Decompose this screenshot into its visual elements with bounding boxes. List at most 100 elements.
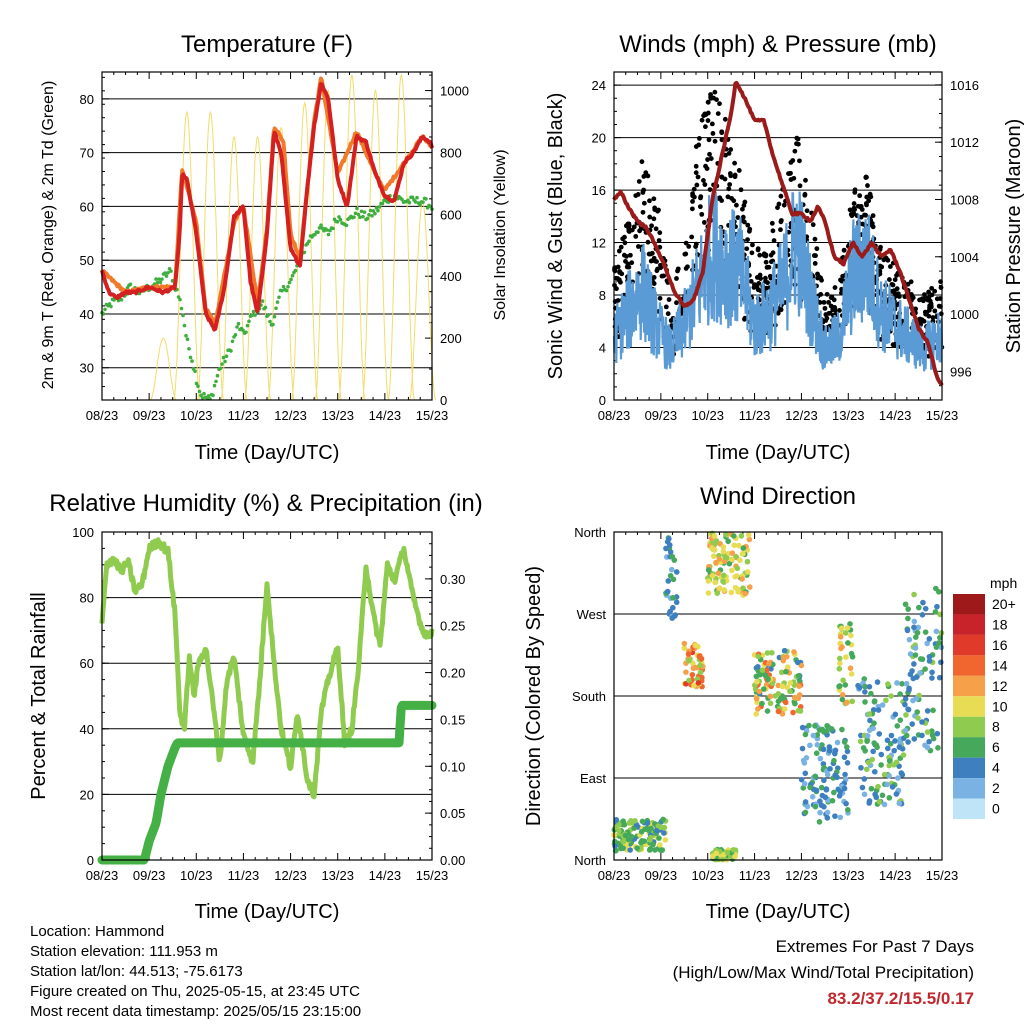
gust-point <box>696 136 702 141</box>
dewpoint-point <box>277 295 281 300</box>
direction-point <box>893 759 900 766</box>
gust-point <box>696 142 702 148</box>
dewpoint-point <box>263 305 268 310</box>
direction-point <box>862 683 868 690</box>
gust-point <box>701 113 707 119</box>
gust-point <box>758 276 764 281</box>
dewpoint-point <box>317 226 322 230</box>
direction-point <box>668 566 675 573</box>
direction-point <box>690 660 696 666</box>
dewpoint-point <box>164 274 169 278</box>
y-tick-label: 30 <box>80 361 94 376</box>
direction-point <box>841 785 848 792</box>
direction-point <box>791 649 797 655</box>
gust-point <box>778 219 784 225</box>
direction-point <box>938 659 944 666</box>
direction-point <box>616 822 622 828</box>
direction-point <box>924 744 931 751</box>
direction-point <box>936 674 943 681</box>
direction-point <box>695 680 702 686</box>
direction-point <box>837 683 843 689</box>
direction-point <box>907 651 914 657</box>
direction-point <box>888 693 894 699</box>
direction-point <box>720 578 726 585</box>
gust-point <box>858 214 864 220</box>
solar-curve <box>267 126 295 401</box>
dewpoint-point <box>157 277 161 281</box>
direction-point <box>929 732 936 739</box>
gust-point <box>701 178 706 183</box>
direction-point <box>903 712 909 718</box>
gust-point <box>618 244 624 250</box>
direction-point <box>920 599 926 606</box>
gust-point <box>804 208 810 214</box>
gust-point <box>742 316 747 322</box>
gust-point <box>746 228 752 234</box>
x-tick-label: 13/23 <box>832 868 865 883</box>
direction-point <box>911 624 917 631</box>
humidity-panel: Relative Humidity (%) & Precipitation (i… <box>28 490 483 923</box>
direction-point <box>827 765 833 772</box>
gust-point <box>750 242 755 248</box>
direction-point <box>847 621 853 627</box>
rh-line <box>99 537 435 800</box>
gust-point <box>763 259 769 265</box>
direction-point <box>911 736 918 742</box>
gust-point <box>770 250 776 256</box>
gust-point <box>635 192 641 197</box>
direction-point <box>849 653 856 660</box>
gust-point <box>617 270 622 275</box>
direction-point <box>916 604 922 611</box>
y-right-tick-label: 1008 <box>950 192 979 207</box>
direction-point <box>823 787 830 793</box>
direction-point <box>667 549 674 555</box>
direction-point <box>663 545 669 552</box>
gust-point <box>710 131 716 136</box>
direction-point <box>740 545 747 551</box>
direction-point <box>634 845 640 851</box>
gust-point <box>814 246 820 252</box>
direction-point <box>753 711 760 717</box>
gust-point <box>771 238 777 243</box>
direction-point <box>842 682 849 688</box>
rh-xlabel: Time (Day/UTC) <box>195 901 340 923</box>
wind-line <box>612 187 944 372</box>
x-tick-label: 15/23 <box>926 408 959 423</box>
direction-point <box>746 584 753 590</box>
colorbar-swatch <box>953 716 985 738</box>
gust-point <box>661 273 667 279</box>
colorbar-label: 6 <box>992 739 1000 755</box>
pressure-line <box>612 80 944 387</box>
direction-point <box>732 853 738 860</box>
gust-point <box>705 118 711 123</box>
x-tick-label: 14/23 <box>369 868 402 883</box>
solar-curve <box>291 101 319 401</box>
y-right-tick-label: 0.10 <box>440 759 465 774</box>
colorbar-label: 8 <box>992 719 1000 735</box>
direction-point <box>837 788 844 795</box>
dewpoint-point <box>223 359 227 364</box>
direction-point <box>862 699 868 705</box>
direction-point <box>814 741 821 748</box>
gust-point <box>722 116 728 122</box>
direction-point <box>874 744 880 751</box>
wind-title: Winds (mph) & Pressure (mb) <box>619 31 936 58</box>
y-tick-label: 80 <box>80 591 94 606</box>
gust-point <box>795 141 801 147</box>
direction-point <box>714 590 721 596</box>
y-tick-label: 12 <box>592 236 606 251</box>
dewpoint-point <box>266 312 271 317</box>
gust-point <box>788 159 794 165</box>
dewpoint-point <box>221 355 226 360</box>
gust-point <box>728 147 734 152</box>
direction-point <box>720 548 727 555</box>
colorbar-swatch <box>953 737 985 758</box>
direction-point <box>826 748 833 754</box>
direction-point <box>868 690 874 697</box>
direction-point <box>871 720 877 726</box>
x-tick-label: 11/23 <box>739 868 771 883</box>
direction-point <box>816 819 823 825</box>
extremes-legend: (High/Low/Max Wind/Total Precipitation) <box>672 963 974 982</box>
direction-point <box>912 634 919 640</box>
gust-point <box>668 318 674 323</box>
